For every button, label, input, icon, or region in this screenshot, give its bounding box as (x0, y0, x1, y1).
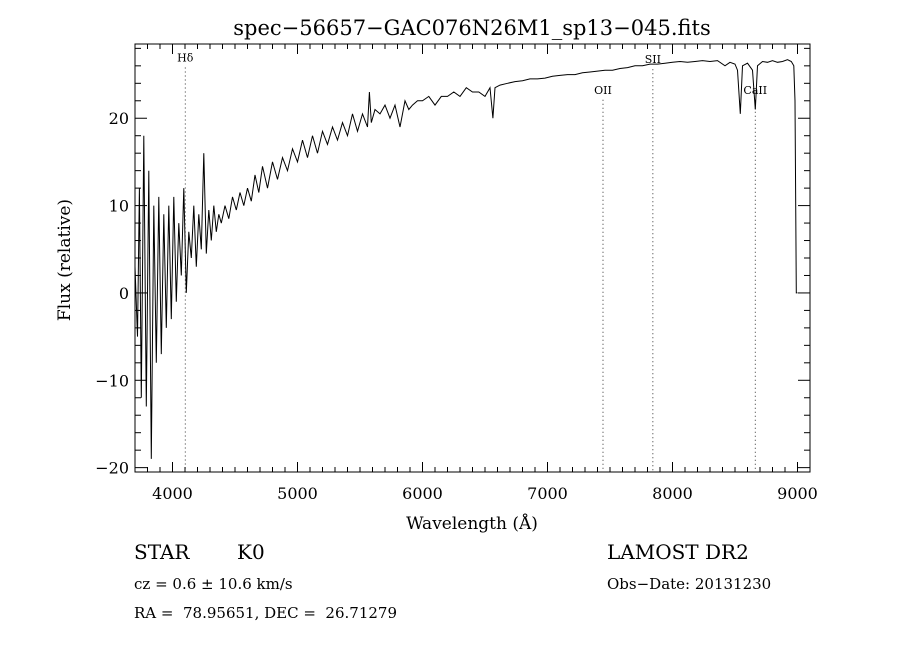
observation-date: Obs−Date: 20131230 (607, 575, 772, 593)
x-tick-label: 8000 (652, 484, 693, 503)
feature-label: CaII (743, 84, 767, 97)
x-tick-label: 5000 (277, 484, 318, 503)
feature-label: SII (645, 53, 661, 66)
feature-label: Hδ (177, 51, 194, 64)
y-tick-label: −10 (95, 371, 129, 390)
x-tick-label: 4000 (152, 484, 193, 503)
y-tick-label: 0 (119, 284, 129, 303)
y-tick-label: −20 (95, 459, 129, 478)
survey-name: LAMOST DR2 (607, 540, 749, 564)
axis-ticks (135, 44, 810, 472)
line-annotations: Hδ OII SII CaII (177, 51, 767, 96)
chart-title: spec−56657−GAC076N26M1_sp13−045.fits (233, 16, 710, 40)
feature-label: OII (594, 84, 612, 97)
x-tick-label: 6000 (402, 484, 443, 503)
object-subclass: K0 (237, 540, 265, 564)
plot-frame (134, 43, 811, 473)
sky-coordinates: RA = 78.95651, DEC = 26.71279 (134, 604, 398, 622)
x-axis-label: Wavelength (Å) (406, 513, 538, 534)
y-tick-label: 10 (109, 197, 129, 216)
x-tick-label: 7000 (527, 484, 568, 503)
y-tick-label: 20 (109, 109, 129, 128)
tick-labels: 4000 5000 6000 7000 8000 9000 −20 −10 0 10 20 (95, 109, 818, 503)
object-class: STAR (134, 540, 190, 564)
x-tick-label: 9000 (777, 484, 818, 503)
redshift-velocity: cz = 0.6 ± 10.6 km/s (134, 575, 293, 593)
spectrum-line (134, 59, 798, 459)
y-axis-label: Flux (relative) (55, 199, 75, 321)
feature-lines (184, 67, 756, 472)
